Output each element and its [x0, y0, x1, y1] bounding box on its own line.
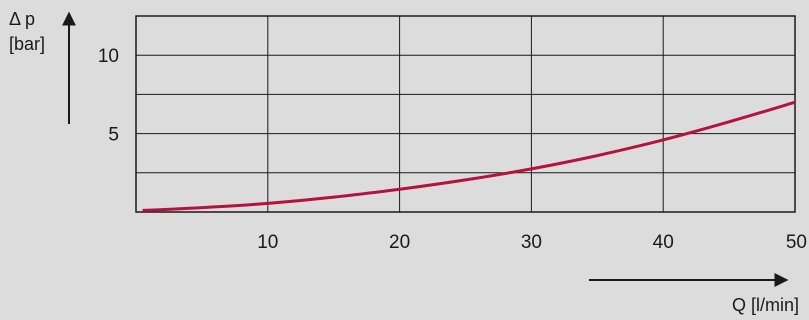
y-tick-labels: 5 10 [98, 46, 119, 145]
x-tick-label: 30 [521, 232, 542, 253]
x-tick-label: 40 [653, 232, 674, 253]
y-tick-label: 10 [98, 46, 119, 67]
x-tick-label: 20 [389, 232, 410, 253]
y-tick-label: 5 [108, 125, 119, 146]
x-axis-label: Q [l/min] [732, 295, 799, 315]
y-axis-unit: [bar] [9, 34, 45, 54]
pressure-drop-curve [142, 100, 796, 212]
plot-area [135, 15, 796, 213]
x-tick-label: 50 [786, 232, 807, 253]
x-tick-labels: 10 20 30 40 50 [257, 232, 807, 253]
x-tick-label: 10 [257, 232, 278, 253]
y-axis-symbol: Δ p [9, 9, 35, 29]
